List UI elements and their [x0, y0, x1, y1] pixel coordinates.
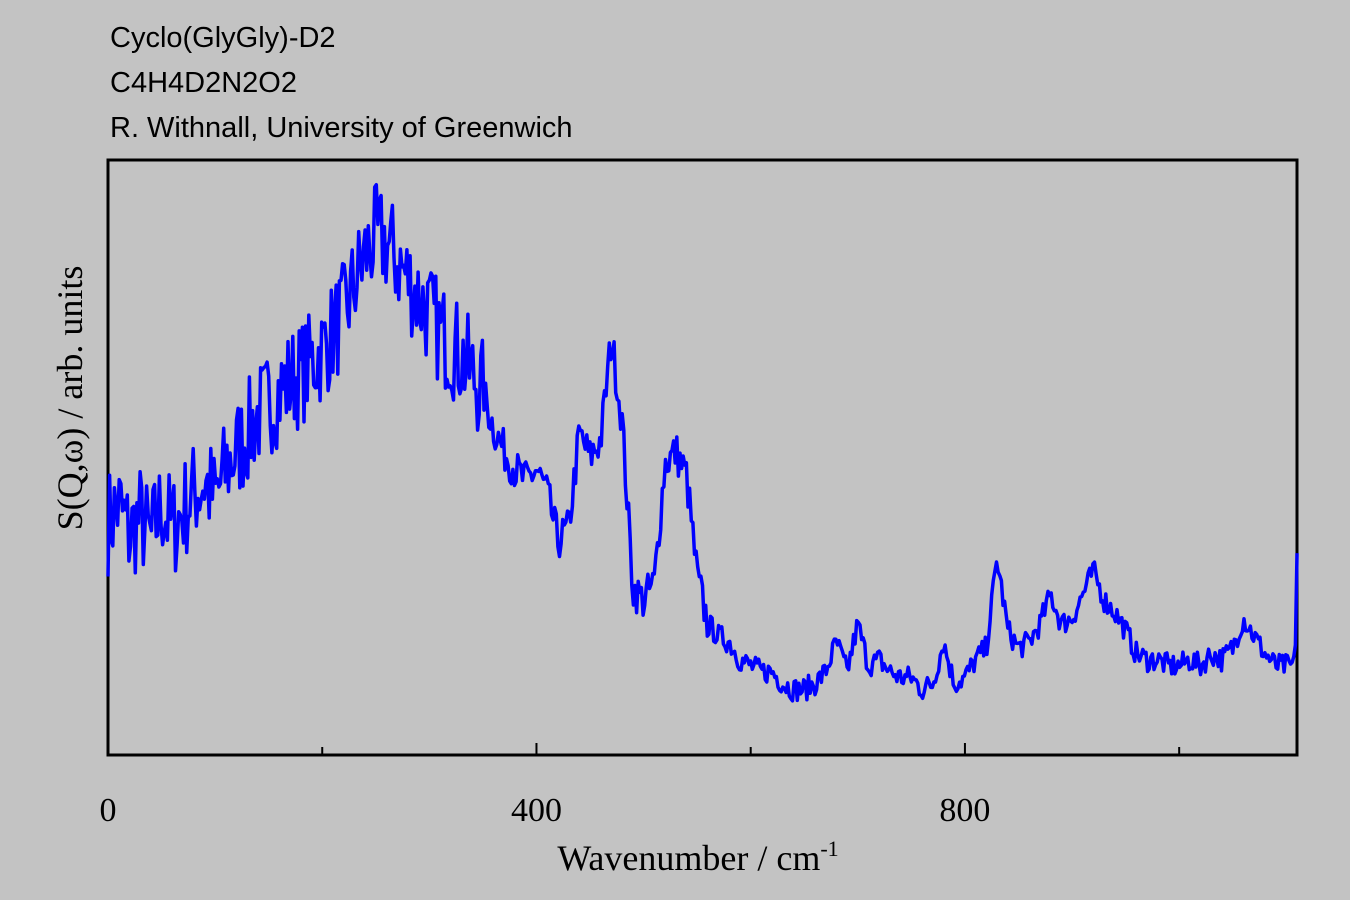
x-axis-title: Wavenumber / cm-1	[557, 836, 838, 878]
spectrum-line	[106, 182, 1299, 703]
x-tick-label-1: 400	[511, 792, 562, 829]
x-tick-label-2: 800	[939, 792, 990, 829]
compound-name: Cyclo(GlyGly)-D2	[110, 22, 336, 54]
y-axis-title: S(Q,ω) / arb. units	[50, 266, 90, 531]
x-axis-ticks: 0 400 800	[100, 743, 1181, 829]
plot-frame	[106, 158, 1299, 757]
molecular-formula: C4H4D2N2O2	[110, 67, 297, 99]
author-credit: R. Withnall, University of Greenwich	[110, 112, 573, 144]
x-tick-label-0: 0	[100, 792, 117, 829]
